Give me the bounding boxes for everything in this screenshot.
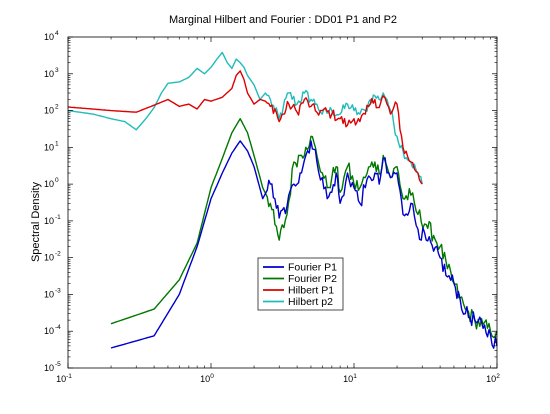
y-tick-label: 10 bbox=[44, 289, 54, 299]
series-line-hilbert-p1 bbox=[67, 70, 423, 185]
x-tick-label: 102 bbox=[486, 373, 500, 384]
series-line-fourier-p1 bbox=[110, 140, 498, 349]
y-tick-exponent: -5 bbox=[55, 361, 61, 368]
x-tick-label: 100 bbox=[200, 373, 214, 384]
y-tick-exponent: 2 bbox=[55, 104, 59, 111]
y-tick-label: 10 bbox=[44, 216, 54, 226]
legend-label-fourier-p1: Fourier P1 bbox=[288, 262, 337, 274]
plot-lines bbox=[67, 51, 498, 349]
y-tick-label: 10 bbox=[44, 179, 54, 189]
x-tick-label: 101 bbox=[343, 373, 357, 384]
legend-label-hilbert-p2: Hilbert p2 bbox=[288, 296, 333, 308]
plot-area-frame bbox=[67, 36, 498, 369]
y-tick-label: 10 bbox=[44, 142, 54, 152]
y-tick-exponent: -4 bbox=[55, 324, 61, 331]
y-tick-exponent: 4 bbox=[55, 30, 59, 37]
y-tick-label: 10 bbox=[44, 32, 54, 42]
y-tick-label: 10 bbox=[44, 106, 54, 116]
y-tick-exponent: -2 bbox=[55, 251, 61, 258]
y-tick-exponent: -1 bbox=[55, 214, 61, 221]
y-tick-label: 10 bbox=[44, 253, 54, 263]
legend-label-fourier-p2: Fourier P2 bbox=[288, 273, 337, 285]
y-tick-exponent: 3 bbox=[55, 67, 59, 74]
y-tick-exponent: 1 bbox=[55, 140, 59, 147]
series-line-fourier-p2 bbox=[110, 118, 498, 339]
y-tick-label: 10 bbox=[44, 69, 54, 79]
y-axis-label: Spectral Density bbox=[30, 181, 42, 262]
x-tick-label: 10-1 bbox=[56, 373, 72, 384]
legend-label-hilbert-p1: Hilbert P1 bbox=[288, 285, 334, 297]
y-tick-exponent: -3 bbox=[55, 287, 61, 294]
chart-title: Marginal Hilbert and Fourier : DD01 P1 a… bbox=[169, 14, 397, 26]
y-tick-label: 10 bbox=[44, 326, 54, 336]
y-tick-label: 10 bbox=[44, 363, 54, 373]
series-line-hilbert-p2 bbox=[67, 51, 423, 185]
y-tick-exponent: 0 bbox=[55, 177, 59, 184]
